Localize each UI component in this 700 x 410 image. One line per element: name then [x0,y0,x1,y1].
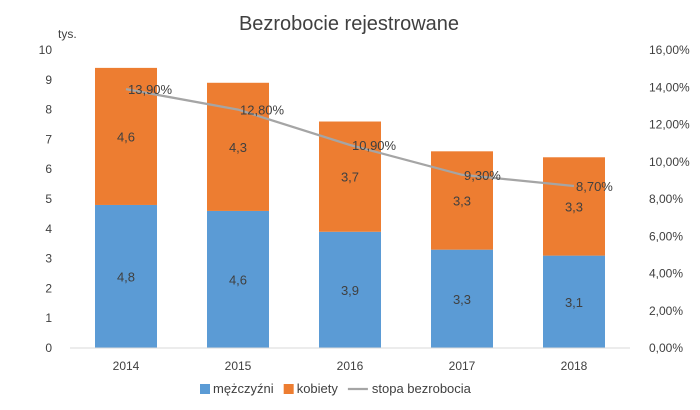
bar-kobiety [319,121,381,232]
bar-data-label: 4,8 [117,269,135,284]
bar-mężczyźni [319,231,381,348]
bar-data-label: 3,7 [341,170,359,185]
y-tick-label: 0 [45,341,52,355]
y-tick-label: 2 [45,281,52,295]
y2-tick-label: 12,00% [649,118,690,132]
bar-data-label: 3,3 [565,199,583,214]
legend-swatch [200,384,210,394]
bar-data-label: 4,3 [229,140,247,155]
bar-kobiety [95,67,157,205]
bar-mężczyźni [543,255,605,348]
y2-tick-label: 8,00% [649,192,683,206]
y-tick-label: 8 [45,103,52,117]
rate-line-series: 13,90% 12,80% 10,90% 9,30% 8,70% [125,82,613,194]
y2-tick-label: 2,00% [649,304,683,318]
y-tick-label: 3 [45,252,52,266]
x-axis: 2014 2015 2016 2017 2018 [113,359,588,373]
y-tick-label: 4 [45,222,52,236]
bar-mężczyźni [431,249,493,348]
bar-kobiety [207,82,269,211]
bar-mężczyźni [207,210,269,348]
y-axis-right: 0,00% 2,00% 4,00% 6,00% 8,00% 10,00% 12,00% 14,… [649,43,690,355]
y-tick-label: 5 [45,192,52,206]
rate-data-label: 10,90% [352,138,397,153]
y-tick-label: 9 [45,73,52,87]
rate-data-label: 8,70% [576,179,613,194]
y2-tick-label: 4,00% [649,267,683,281]
y-axis-left: 0 1 2 3 4 5 6 7 8 9 10 [39,43,53,355]
legend-swatch [283,384,294,394]
bar-data-label: 3,9 [341,283,359,298]
bar-data-label: 4,6 [229,272,247,287]
bar-data-label: 3,3 [453,292,471,307]
x-tick-label: 2016 [337,359,364,373]
bar-data-label: 4,6 [117,129,135,144]
y2-tick-label: 6,00% [649,229,683,243]
y2-tick-label: 16,00% [649,43,690,57]
x-tick-label: 2014 [113,359,140,373]
y2-tick-label: 10,00% [649,155,690,169]
chart-title: Bezrobocie rejestrowane [239,13,459,35]
bar-mężczyźni [95,204,157,348]
legend-label: stopa bezrobocia [372,381,472,396]
y-tick-label: 6 [45,162,52,176]
legend: mężczyźni kobiety stopa bezrobocia [200,381,472,396]
bar-data-label: 3,3 [453,193,471,208]
x-tick-label: 2018 [561,359,588,373]
rate-data-label: 13,90% [128,82,173,97]
rate-data-label: 12,80% [240,103,285,118]
rate-data-label: 9,30% [464,168,501,183]
x-tick-label: 2015 [225,359,252,373]
bar-kobiety [543,157,605,256]
y2-tick-label: 0,00% [649,341,683,355]
legend-label: mężczyźni [213,381,274,396]
bar-data-label: 3,1 [565,295,583,310]
rate-line [125,88,575,188]
bars: 4,8 4,6 4,6 4,3 3,9 3,7 3,3 3,3 3,1 3,3 [95,67,605,348]
y-tick-label: 1 [45,311,52,325]
legend-label: kobiety [297,381,339,396]
y-tick-label: 10 [39,43,53,57]
bar-kobiety [431,151,493,250]
y2-tick-label: 14,00% [649,80,690,94]
y-axis-unit-label: tys. [58,27,77,41]
x-tick-label: 2017 [449,359,476,373]
y-tick-label: 7 [45,132,52,146]
